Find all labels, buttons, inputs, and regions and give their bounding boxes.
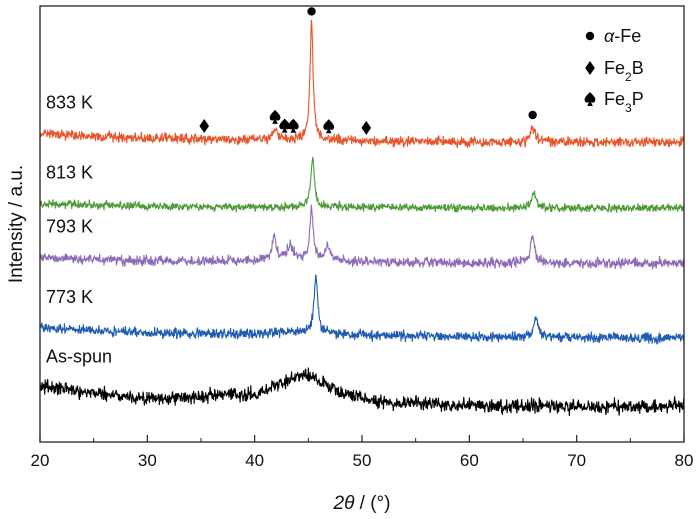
legend-symbol-diamond-icon <box>585 61 595 75</box>
x-tick-layer: 20 30 40 50 60 70 80 <box>31 435 694 470</box>
legend-symbol-spade-icon <box>584 92 596 106</box>
series-line-813-k <box>39 156 685 214</box>
series-line-833-k <box>39 19 685 150</box>
peak-marker-circle-icon <box>528 110 537 120</box>
x-axis-unit: / (°) <box>354 493 390 514</box>
x-axis-symbol: 2θ <box>333 493 356 514</box>
y-axis-label: Intensity / a.u. <box>6 165 27 283</box>
legend-alpha-fe-rest: -Fe <box>614 26 641 46</box>
legend-alpha-symbol: α <box>604 26 615 46</box>
plot-frame <box>39 5 685 443</box>
legend-fe3p-sub: 3 <box>625 101 632 115</box>
legend-symbol-circle-icon <box>585 31 595 41</box>
legend-circle-icon <box>585 31 595 41</box>
peak-marker-diamond-icon <box>361 120 372 135</box>
series-line-as-spun <box>39 367 685 417</box>
series-label-layer: As-spun 773 K 793 K 813 K 833 K <box>46 93 112 367</box>
legend-entry-fe3p: Fe3P <box>584 89 644 115</box>
peak-marker-circle-icon <box>307 7 316 16</box>
legend-fe3p-tail: P <box>632 89 644 109</box>
peak-marker-spade-icon <box>323 119 335 134</box>
series-line-793-k <box>39 204 685 270</box>
legend-entry-fe2b: Fe2B <box>585 58 644 84</box>
series-layer <box>39 19 685 417</box>
x-tick-label: 30 <box>138 451 157 470</box>
peak-marker-diamond-icon <box>199 119 210 134</box>
legend-fe3p-base: Fe <box>604 89 625 109</box>
x-tick-label: 50 <box>353 451 372 470</box>
series-line-773-k <box>39 274 685 345</box>
legend: α-Fe Fe2B Fe3P <box>584 26 644 115</box>
x-tick-label: 70 <box>567 451 586 470</box>
legend-entry-alpha-fe: α-Fe <box>585 26 641 46</box>
x-tick-label: 60 <box>460 451 479 470</box>
series-label-833-k: 833 K <box>46 93 93 113</box>
series-label-813-k: 813 K <box>46 162 93 182</box>
legend-fe2b-tail: B <box>632 58 644 78</box>
svg-text:α-Fe: α-Fe <box>604 26 641 46</box>
x-tick-label: 80 <box>675 451 694 470</box>
x-tick-label: 20 <box>31 451 50 470</box>
series-label-793-k: 793 K <box>46 217 93 237</box>
legend-spade-icon <box>584 92 596 106</box>
x-axis-label: 2θ / (°) <box>333 493 391 514</box>
legend-fe2b-base: Fe <box>604 58 625 78</box>
series-label-as-spun: As-spun <box>46 347 112 367</box>
legend-fe2b-sub: 2 <box>625 70 632 84</box>
svg-text:Fe3P: Fe3P <box>604 89 644 115</box>
x-tick-label: 40 <box>245 451 264 470</box>
series-label-773-k: 773 K <box>46 287 93 307</box>
peak-marker-spade-icon <box>287 118 299 133</box>
peak-marker-spade-icon <box>269 109 281 124</box>
peak-marker-layer <box>199 7 537 135</box>
svg-text:Fe2B: Fe2B <box>604 58 644 84</box>
legend-diamond-icon <box>585 61 595 75</box>
peak-marker-spade-icon <box>279 118 291 133</box>
